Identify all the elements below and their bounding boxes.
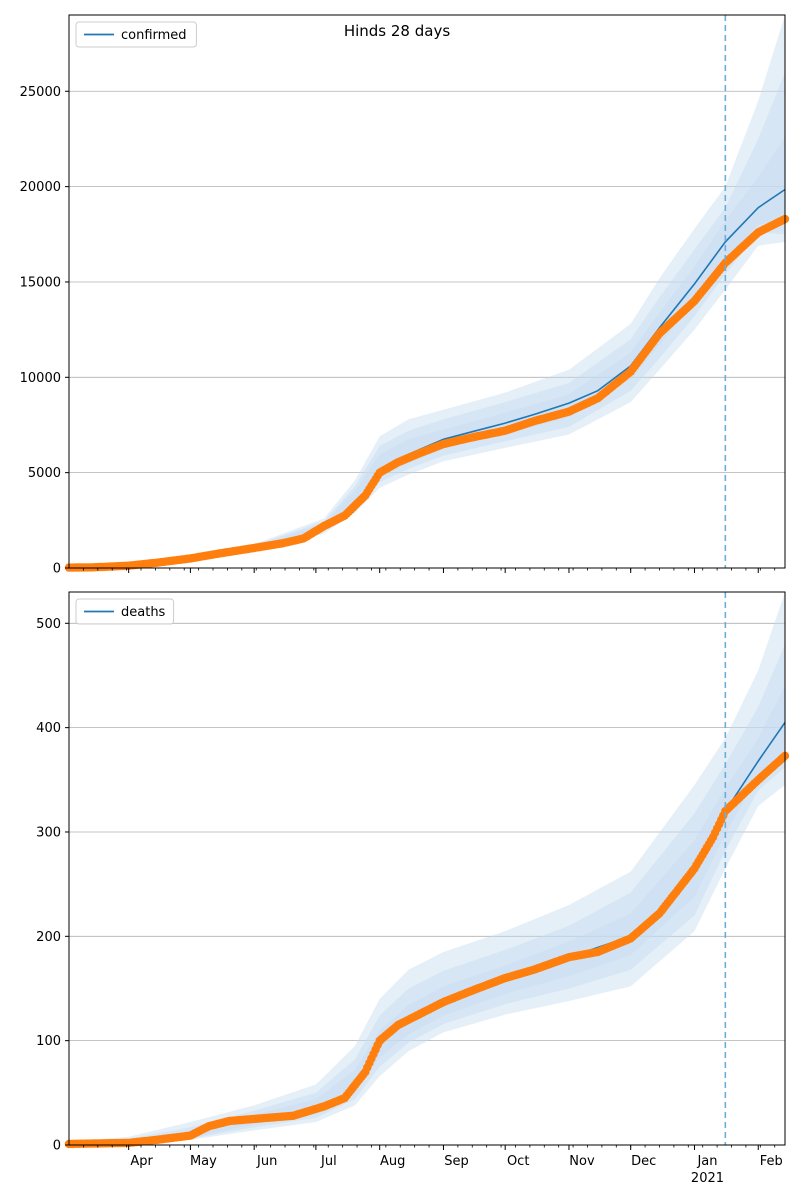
figure-title: Hinds 28 days: [344, 22, 451, 40]
y-tick-label: 5000: [28, 466, 61, 481]
uncertainty-band-3: [69, 137, 785, 568]
y-tick-label: 0: [53, 562, 61, 577]
y-tick-label: 25000: [20, 85, 61, 100]
uncertainty-band-1: [69, 15, 785, 568]
x-tick-label: Aug: [380, 1154, 405, 1169]
observed-series: [64, 751, 790, 1149]
x-tick-label: Apr: [130, 1154, 153, 1169]
uncertainty-band-3: [69, 685, 785, 1145]
legend-label: confirmed: [121, 28, 187, 43]
y-tick-label: 15000: [20, 275, 61, 290]
y-tick-label: 0: [53, 1139, 61, 1154]
x-tick-label: Dec: [631, 1154, 656, 1169]
legend-label: deaths: [121, 605, 166, 620]
plot-frame: [68, 591, 786, 1146]
x-tick-label: Nov: [569, 1154, 595, 1169]
y-tick-label: 200: [36, 930, 61, 945]
x-year-label: 2021: [691, 1171, 724, 1186]
deaths-panel: 0 100 200 300 400 500 Apr May Jun Jul Aug Sep Oct Nov…: [36, 591, 790, 1186]
y-tick-label: 10000: [20, 371, 61, 386]
y-tick-label: 300: [36, 825, 61, 840]
y-tick-label: 400: [36, 721, 61, 736]
observed-series: [64, 214, 790, 572]
x-tick-label: May: [190, 1154, 217, 1169]
y-tick-label: 100: [36, 1034, 61, 1049]
x-tick-label: Sep: [444, 1154, 469, 1169]
plot-frame: [68, 14, 786, 569]
legend: deaths: [75, 598, 175, 625]
legend-box: [75, 21, 197, 48]
x-tick-label: Jun: [256, 1154, 277, 1169]
legend-box: [75, 598, 175, 625]
x-tick-label: Oct: [507, 1154, 529, 1169]
median-line-confirmed: [68, 188, 786, 569]
x-tick-label: Feb: [760, 1154, 783, 1169]
legend: confirmed: [75, 21, 197, 48]
uncertainty-band-2: [69, 644, 785, 1145]
confirmed-panel: 0 5000 10000 15000 20000 25000 confirmed: [20, 14, 790, 577]
uncertainty-band-1: [69, 592, 785, 1145]
x-tick-label: Jan: [696, 1154, 717, 1169]
y-tick-label: 500: [36, 617, 61, 632]
y-tick-label: 20000: [20, 180, 61, 195]
x-tick-label: Jul: [320, 1154, 337, 1169]
